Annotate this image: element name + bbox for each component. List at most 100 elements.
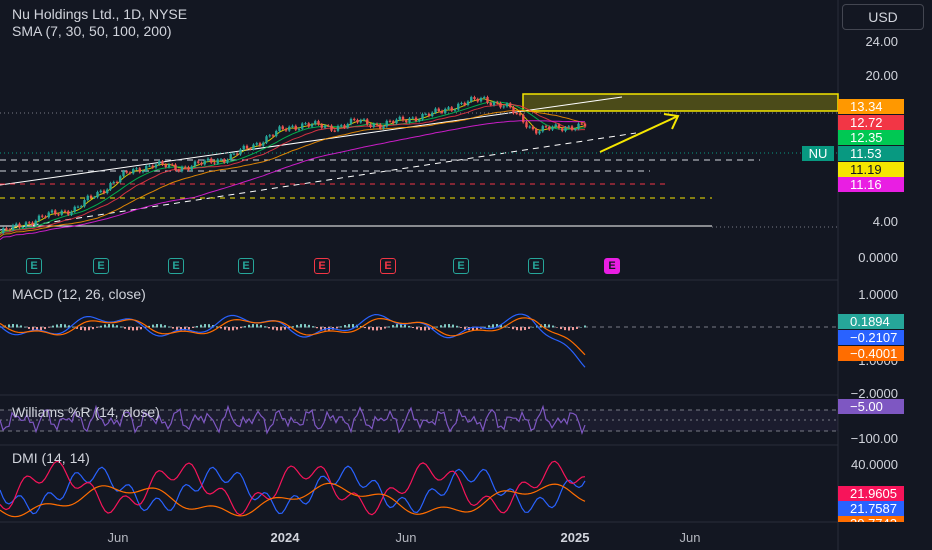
macd-histogram-bar: [452, 324, 454, 328]
candle-body: [109, 183, 112, 190]
macd-histogram-bar: [384, 327, 386, 329]
candle-body: [262, 142, 265, 146]
earnings-badge[interactable]: E: [453, 258, 469, 274]
candle-body: [203, 160, 206, 165]
macd-histogram-bar: [376, 327, 378, 331]
dmi-tag-plus: 21.7587: [838, 501, 904, 516]
macd-histogram-bar: [344, 324, 346, 328]
candle-body: [213, 162, 216, 164]
sma-line: [0, 101, 586, 235]
candle-body: [440, 111, 444, 113]
macd-histogram-bar: [92, 327, 94, 330]
candle-body: [583, 123, 587, 127]
dmi-adx-line: [0, 482, 586, 518]
earnings-badge[interactable]: E: [604, 258, 620, 274]
williams-label[interactable]: Williams %R (14, close): [12, 404, 160, 420]
candle-body: [382, 126, 385, 129]
candle-body: [460, 102, 463, 104]
candle-body: [99, 190, 102, 192]
macd-histogram-bar: [180, 327, 182, 331]
price-axis-label: 4.00: [872, 214, 898, 229]
candle-body: [401, 116, 405, 121]
macd-histogram-bar: [68, 325, 70, 328]
candle-body: [466, 101, 470, 105]
candle-body: [197, 161, 200, 163]
macd-histogram-bar: [320, 327, 322, 330]
candle-body: [158, 161, 161, 165]
candle-body: [161, 161, 164, 165]
candle-body: [310, 124, 314, 127]
candle-body: [148, 165, 151, 167]
chart-title[interactable]: Nu Holdings Ltd., 1D, NYSE: [12, 6, 188, 22]
candle-body: [226, 159, 229, 163]
macd-histogram-bar: [472, 327, 474, 331]
drawings[interactable]: [0, 93, 839, 231]
candle-body: [395, 119, 398, 124]
candle-body: [528, 126, 531, 128]
macd-histogram-bar: [308, 324, 310, 328]
candle-body: [307, 123, 310, 127]
candle-body: [57, 214, 60, 216]
candle-body: [489, 102, 492, 106]
earnings-badge[interactable]: E: [26, 258, 42, 274]
macd-histogram-bar: [372, 327, 374, 331]
macd-histogram-bar: [312, 326, 314, 328]
candle-body: [476, 99, 479, 102]
currency-button[interactable]: USD: [842, 4, 924, 30]
candle-body: [249, 148, 252, 150]
macd-label[interactable]: MACD (12, 26, close): [12, 286, 146, 302]
candle-body: [102, 190, 106, 194]
candle-body: [21, 226, 24, 228]
macd-tag-histogram: 0.1894: [838, 314, 904, 329]
candle-body: [164, 164, 167, 168]
dmi-label[interactable]: DMI (14, 14): [12, 450, 90, 466]
earnings-badge[interactable]: E: [380, 258, 396, 274]
macd-histogram-bar: [200, 324, 202, 328]
candle-body: [463, 102, 466, 105]
macd-histogram-bar: [508, 327, 510, 328]
candle-body: [541, 126, 544, 132]
macd-histogram-bar: [88, 327, 90, 331]
candle-body: [210, 158, 213, 163]
macd-histogram-bar: [228, 327, 230, 331]
candle-body: [314, 121, 317, 125]
macd-histogram-bar: [412, 327, 414, 328]
earnings-badge[interactable]: E: [168, 258, 184, 274]
macd-histogram-bar: [244, 326, 246, 328]
candle-body: [252, 144, 255, 150]
earnings-badge[interactable]: E: [93, 258, 109, 274]
macd-histogram-bar: [272, 327, 274, 330]
candle-body: [375, 123, 379, 125]
macd-histogram-bar: [572, 327, 574, 331]
candle-body: [184, 166, 187, 168]
candle-body: [515, 113, 518, 115]
candle-body: [80, 206, 83, 208]
candle-body: [512, 107, 515, 114]
macd-histogram-bar: [408, 325, 410, 328]
macd-histogram-bar: [488, 325, 490, 328]
macd-histogram-bar: [512, 327, 514, 330]
candle-body: [122, 171, 125, 177]
macd-histogram-bar: [108, 324, 110, 328]
macd-histogram-bar: [44, 327, 46, 330]
earnings-badge[interactable]: E: [238, 258, 254, 274]
candle-body: [76, 206, 80, 208]
candle-body: [50, 210, 54, 213]
candle-body: [408, 118, 411, 123]
macd-histogram-bar: [120, 326, 122, 328]
earnings-badge[interactable]: E: [314, 258, 330, 274]
macd-line: [0, 313, 586, 368]
candle-body: [580, 123, 583, 125]
sma-indicator-label[interactable]: SMA (7, 30, 50, 100, 200): [12, 23, 172, 39]
candle-body: [271, 135, 275, 137]
macd-histogram-bar: [388, 326, 390, 328]
macd-histogram-bar: [340, 326, 342, 328]
earnings-badge[interactable]: E: [528, 258, 544, 274]
macd-histogram-bar: [28, 327, 30, 329]
candle-body: [93, 197, 96, 199]
macd-histogram-bar: [164, 325, 166, 328]
candle-body: [112, 182, 115, 184]
macd-histogram-bar: [264, 326, 266, 328]
candle-body: [268, 135, 271, 137]
